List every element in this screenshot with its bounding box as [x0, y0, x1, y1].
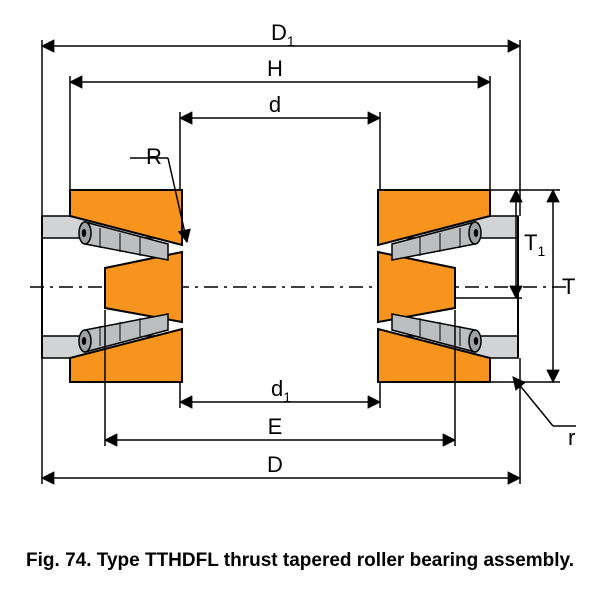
figure-caption: Fig. 74. Type TTHDFL thrust tapered roll… — [0, 550, 600, 572]
cone-left — [105, 252, 182, 322]
label-E: E — [268, 414, 283, 439]
cone-right — [378, 252, 455, 322]
label-D: D — [267, 452, 283, 477]
leader-r — [513, 377, 576, 426]
label-T1: T1 — [524, 230, 545, 259]
label-R: R — [146, 144, 162, 169]
bearing-diagram: D1 H d R T1 T d1 E D r — [0, 0, 600, 600]
label-d: d — [269, 92, 281, 117]
label-T: T — [562, 274, 575, 299]
label-r: r — [568, 425, 575, 450]
label-H: H — [267, 56, 283, 81]
label-d1: d1 — [271, 376, 291, 405]
right-section — [378, 190, 518, 382]
left-section — [42, 190, 182, 382]
label-D1: D1 — [271, 20, 295, 49]
